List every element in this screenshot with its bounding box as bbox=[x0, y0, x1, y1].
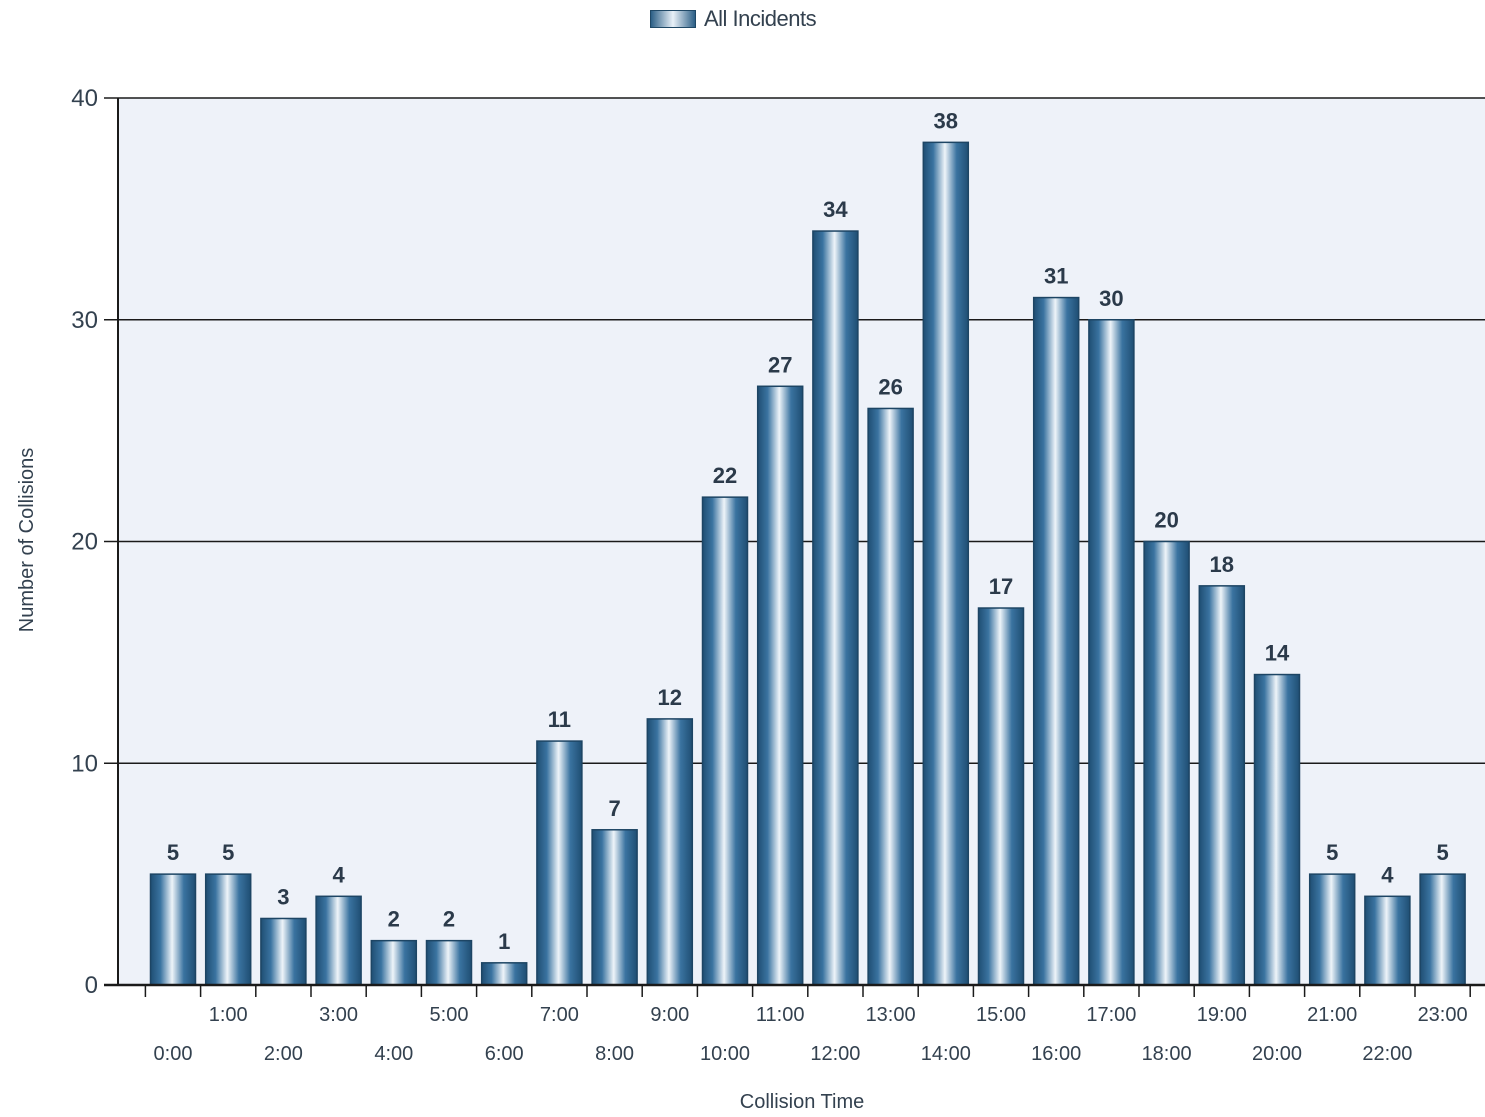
x-tick-label: 15:00 bbox=[976, 1004, 1026, 1026]
bar bbox=[370, 939, 418, 986]
y-tick-label: 40 bbox=[71, 85, 98, 112]
x-tick-label: 14:00 bbox=[921, 1043, 971, 1065]
bar bbox=[480, 962, 528, 986]
data-label: 34 bbox=[823, 197, 848, 222]
x-tick-label: 7:00 bbox=[540, 1004, 579, 1026]
data-label: 5 bbox=[1326, 840, 1338, 865]
data-label: 18 bbox=[1210, 552, 1234, 577]
data-label: 2 bbox=[388, 907, 400, 932]
x-tick-label: 9:00 bbox=[650, 1004, 689, 1026]
x-tick-label: 5:00 bbox=[430, 1004, 469, 1026]
data-label: 4 bbox=[1381, 862, 1394, 887]
chart-legend: All Incidents bbox=[650, 6, 817, 32]
x-tick-label: 1:00 bbox=[209, 1004, 248, 1026]
bar bbox=[1143, 540, 1190, 986]
x-tick-label: 22:00 bbox=[1362, 1043, 1412, 1065]
x-tick-label: 20:00 bbox=[1252, 1043, 1302, 1065]
x-tick-label: 10:00 bbox=[700, 1043, 750, 1065]
data-label: 22 bbox=[713, 463, 737, 488]
y-tick-label: 30 bbox=[71, 307, 98, 334]
bar bbox=[204, 873, 252, 986]
x-tick-label: 8:00 bbox=[595, 1043, 634, 1065]
data-label: 2 bbox=[443, 907, 455, 932]
data-label: 14 bbox=[1265, 641, 1290, 666]
x-tick-label: 13:00 bbox=[866, 1004, 916, 1026]
bar bbox=[149, 873, 197, 986]
x-tick-label: 16:00 bbox=[1031, 1043, 1081, 1065]
y-tick-label: 20 bbox=[71, 529, 98, 556]
x-tick-label: 4:00 bbox=[374, 1043, 413, 1065]
x-tick-label: 17:00 bbox=[1086, 1004, 1136, 1026]
data-label: 4 bbox=[332, 862, 345, 887]
x-tick-label: 23:00 bbox=[1418, 1004, 1468, 1026]
data-label: 12 bbox=[658, 685, 682, 710]
bar bbox=[1253, 673, 1301, 986]
data-label: 11 bbox=[548, 707, 571, 732]
bar bbox=[1364, 895, 1411, 986]
bar bbox=[1308, 873, 1356, 986]
x-tick-label: 3:00 bbox=[319, 1004, 358, 1026]
x-tick-label: 2:00 bbox=[264, 1043, 303, 1065]
y-tick-label: 0 bbox=[85, 972, 98, 999]
bar bbox=[1198, 585, 1246, 986]
x-tick-label: 6:00 bbox=[485, 1043, 524, 1065]
data-label: 27 bbox=[768, 352, 792, 377]
data-label: 3 bbox=[277, 884, 289, 909]
bar bbox=[1088, 319, 1135, 986]
data-label: 7 bbox=[608, 796, 620, 821]
data-label: 38 bbox=[934, 108, 958, 133]
data-label: 17 bbox=[989, 574, 1013, 599]
bar bbox=[922, 141, 970, 986]
x-tick-label: 19:00 bbox=[1197, 1004, 1247, 1026]
data-label: 5 bbox=[1436, 840, 1448, 865]
x-tick-label: 21:00 bbox=[1307, 1004, 1357, 1026]
data-label: 30 bbox=[1099, 286, 1123, 311]
data-label: 26 bbox=[878, 374, 902, 399]
bar bbox=[425, 939, 473, 986]
x-tick-label: 12:00 bbox=[810, 1043, 860, 1065]
data-label: 1 bbox=[498, 929, 510, 954]
bar bbox=[867, 407, 914, 986]
x-axis-title: Collision Time bbox=[740, 1091, 864, 1113]
bar bbox=[260, 917, 307, 986]
data-label: 31 bbox=[1044, 264, 1068, 289]
x-tick-label: 11:00 bbox=[756, 1004, 805, 1026]
bar bbox=[591, 829, 638, 986]
legend-swatch bbox=[650, 10, 696, 28]
axes: 0 10 20 30 40 0:00 1:00 2:00 3:00 4:00 5:00 6:00 7:0… bbox=[71, 85, 1485, 1065]
bar bbox=[315, 895, 362, 986]
data-label: 5 bbox=[222, 840, 234, 865]
bar bbox=[536, 740, 583, 986]
y-axis-title: Number of Collisions bbox=[16, 448, 38, 633]
legend-label: All Incidents bbox=[704, 6, 817, 31]
bar bbox=[701, 496, 749, 986]
data-label: 20 bbox=[1154, 508, 1178, 533]
y-tick-label: 10 bbox=[71, 750, 98, 777]
bar bbox=[756, 385, 804, 986]
bar bbox=[812, 230, 859, 986]
x-tick-label: 0:00 bbox=[154, 1043, 193, 1065]
bar bbox=[1419, 873, 1466, 986]
x-tick-label: 18:00 bbox=[1142, 1043, 1192, 1065]
bar bbox=[1032, 296, 1080, 986]
data-label: 5 bbox=[167, 840, 179, 865]
bar bbox=[646, 718, 694, 986]
bar bbox=[977, 607, 1025, 986]
